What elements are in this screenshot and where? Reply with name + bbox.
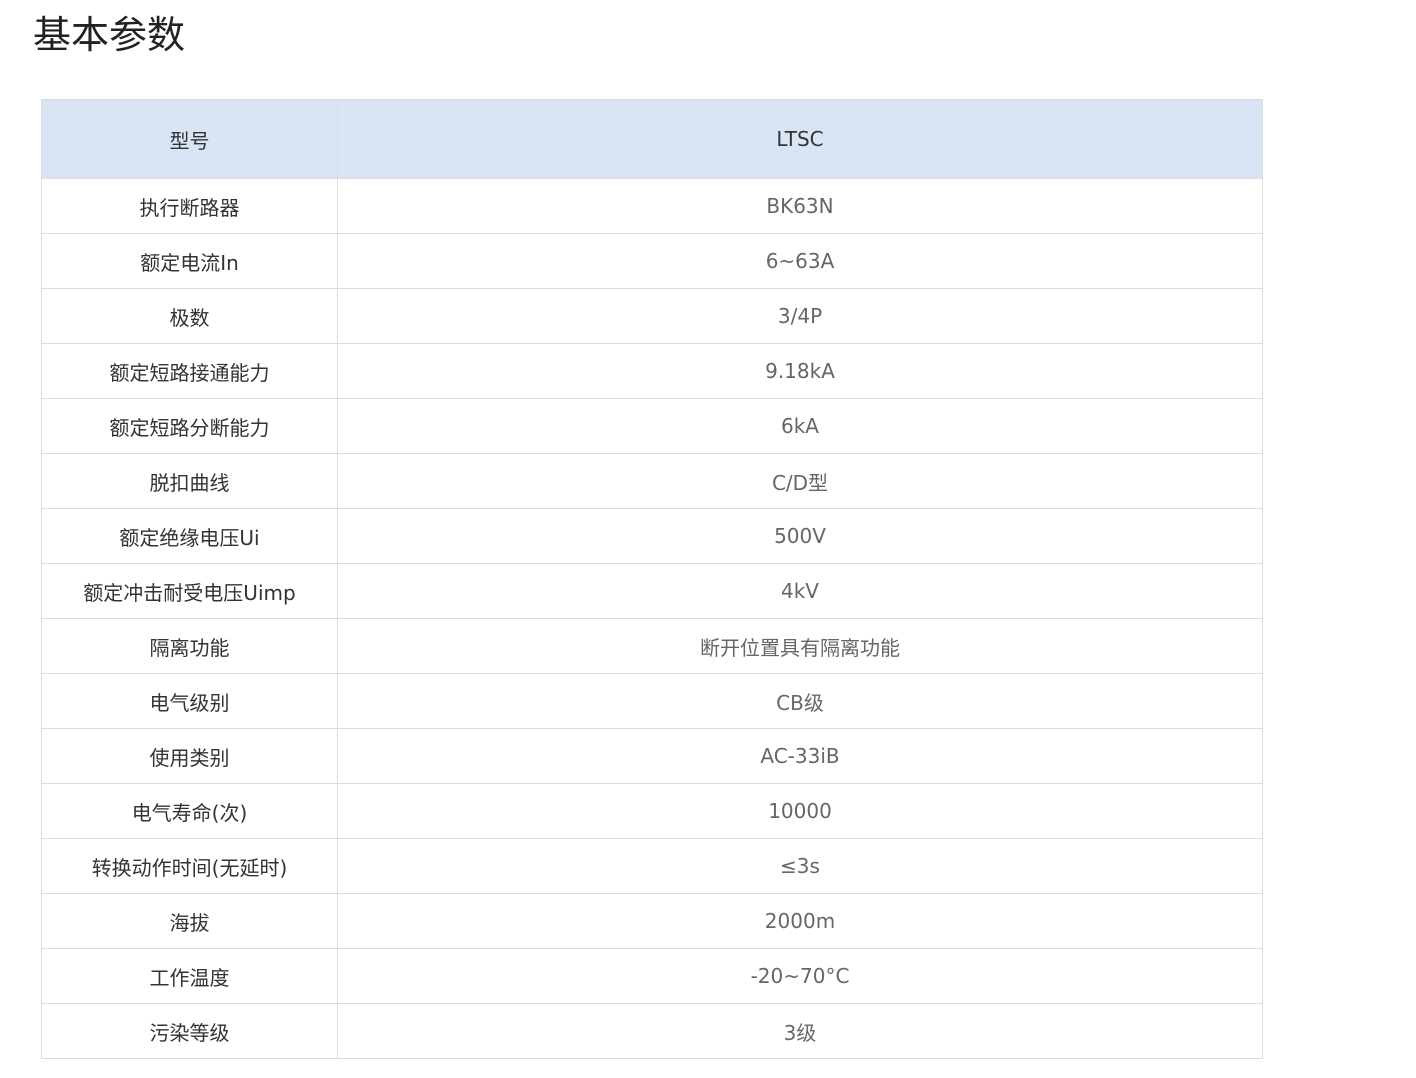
table-row: 隔离功能 断开位置具有隔离功能: [41, 618, 1263, 674]
param-label: 额定短路分断能力: [41, 398, 338, 454]
header-label: 型号: [41, 99, 338, 179]
param-value: 3/4P: [337, 288, 1263, 344]
table-row: 工作温度 -20~70°C: [41, 948, 1263, 1004]
param-value: 断开位置具有隔离功能: [337, 618, 1263, 674]
table-row: 污染等级 3级: [41, 1003, 1263, 1059]
table-row: 脱扣曲线 C/D型: [41, 453, 1263, 509]
param-value: 10000: [337, 783, 1263, 839]
param-value: 3级: [337, 1003, 1263, 1059]
param-label: 电气级别: [41, 673, 338, 729]
table-row: 额定电流In 6~63A: [41, 233, 1263, 289]
param-value: 6~63A: [337, 233, 1263, 289]
table-row: 额定短路分断能力 6kA: [41, 398, 1263, 454]
param-value: BK63N: [337, 178, 1263, 234]
param-label: 额定绝缘电压Ui: [41, 508, 338, 564]
header-value: LTSC: [337, 99, 1263, 179]
table-row: 转换动作时间(无延时) ≤3s: [41, 838, 1263, 894]
table-header-row: 型号 LTSC: [41, 99, 1263, 179]
param-value: 6kA: [337, 398, 1263, 454]
param-label: 额定电流In: [41, 233, 338, 289]
param-label: 执行断路器: [41, 178, 338, 234]
table-row: 电气级别 CB级: [41, 673, 1263, 729]
param-value: 4kV: [337, 563, 1263, 619]
param-value: 9.18kA: [337, 343, 1263, 399]
param-label: 极数: [41, 288, 338, 344]
param-label: 转换动作时间(无延时): [41, 838, 338, 894]
page-title: 基本参数: [33, 13, 186, 57]
param-value: AC-33iB: [337, 728, 1263, 784]
table-row: 额定冲击耐受电压Uimp 4kV: [41, 563, 1263, 619]
param-value: 500V: [337, 508, 1263, 564]
param-label: 额定冲击耐受电压Uimp: [41, 563, 338, 619]
param-label: 工作温度: [41, 948, 338, 1004]
param-value: C/D型: [337, 453, 1263, 509]
table-row: 使用类别 AC-33iB: [41, 728, 1263, 784]
param-value: -20~70°C: [337, 948, 1263, 1004]
param-value: ≤3s: [337, 838, 1263, 894]
param-value: CB级: [337, 673, 1263, 729]
table-row: 电气寿命(次) 10000: [41, 783, 1263, 839]
param-label: 额定短路接通能力: [41, 343, 338, 399]
parameters-table: 型号 LTSC 执行断路器 BK63N 额定电流In 6~63A 极数 3/4P 额定短路接…: [41, 99, 1263, 1059]
table-row: 额定短路接通能力 9.18kA: [41, 343, 1263, 399]
table-row: 执行断路器 BK63N: [41, 178, 1263, 234]
param-label: 隔离功能: [41, 618, 338, 674]
table-row: 海拔 2000m: [41, 893, 1263, 949]
param-label: 电气寿命(次): [41, 783, 338, 839]
param-label: 脱扣曲线: [41, 453, 338, 509]
table-row: 额定绝缘电压Ui 500V: [41, 508, 1263, 564]
param-label: 使用类别: [41, 728, 338, 784]
param-value: 2000m: [337, 893, 1263, 949]
param-label: 海拔: [41, 893, 338, 949]
table-row: 极数 3/4P: [41, 288, 1263, 344]
param-label: 污染等级: [41, 1003, 338, 1059]
